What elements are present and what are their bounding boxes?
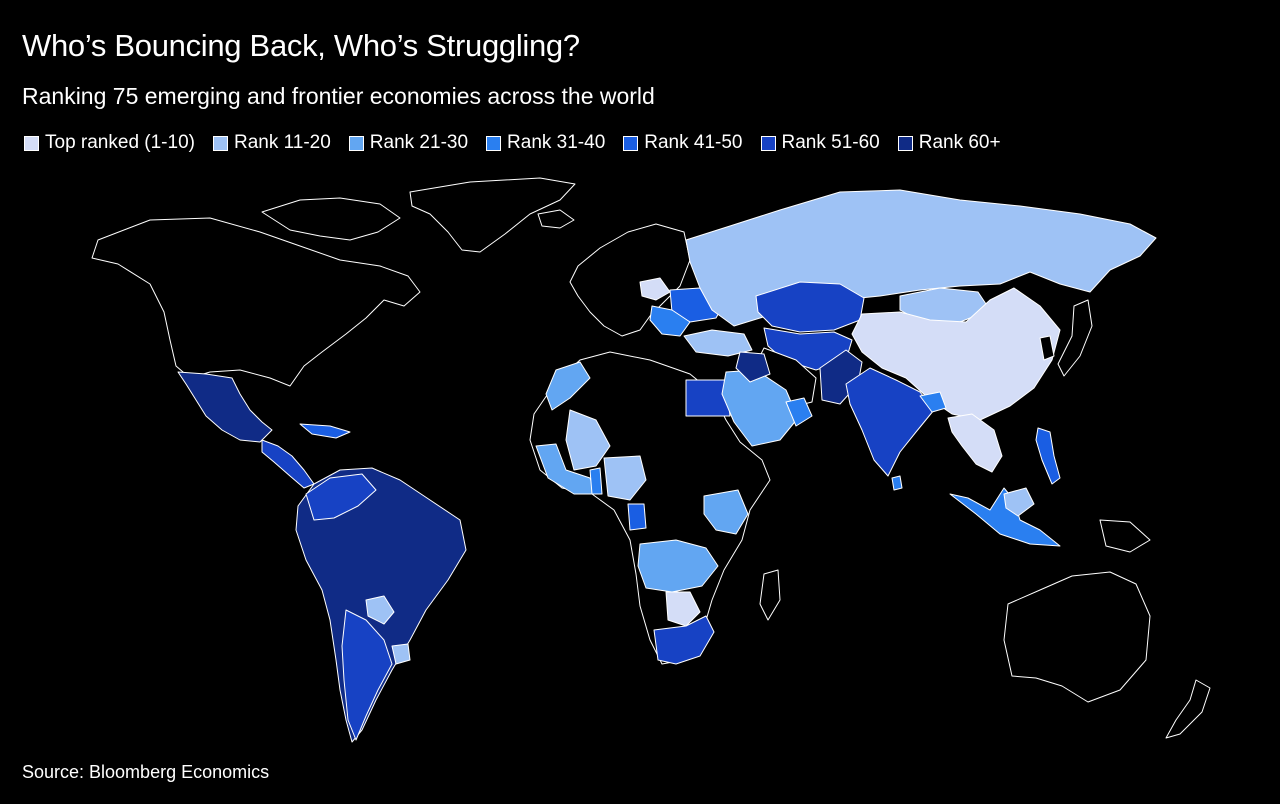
gulf-states-shape bbox=[785, 397, 813, 427]
source-note: Source: Bloomberg Economics bbox=[22, 762, 270, 782]
ghana-shape bbox=[589, 467, 603, 495]
philippines-shape bbox=[1035, 427, 1061, 485]
poland-shape bbox=[639, 277, 671, 301]
north-america-shape bbox=[91, 217, 421, 387]
kazakhstan-shape bbox=[755, 281, 865, 333]
legend-label: Rank 21-30 bbox=[369, 132, 469, 153]
png-shape bbox=[1099, 519, 1151, 553]
world-map bbox=[0, 168, 1280, 753]
caribbean-shape bbox=[299, 423, 351, 439]
mali-shape bbox=[565, 409, 611, 471]
greenland-shape bbox=[409, 177, 576, 253]
legend-swatch bbox=[760, 135, 776, 151]
indonesia-shape bbox=[949, 487, 1061, 547]
legend-item-rank-51-60: Rank 51-60 bbox=[760, 132, 880, 154]
iraq-shape bbox=[735, 351, 771, 383]
legend-item-top-ranked: Top ranked (1-10) bbox=[24, 132, 195, 154]
bangladesh-shape bbox=[919, 391, 947, 413]
india-shape bbox=[845, 367, 935, 477]
angola-zambia-shape bbox=[637, 539, 719, 593]
legend-swatch bbox=[212, 135, 228, 151]
mexico-shape bbox=[177, 371, 273, 443]
china-shape bbox=[851, 287, 1061, 421]
legend: Top ranked (1-10) Rank 11-20 Rank 21-30 … bbox=[24, 132, 1019, 154]
south-africa-shape bbox=[653, 615, 715, 665]
legend-label: Rank 11-20 bbox=[233, 132, 331, 153]
korea-shape bbox=[1039, 335, 1055, 361]
botswana-shape bbox=[665, 591, 701, 627]
iceland-shape bbox=[537, 209, 575, 229]
legend-swatch bbox=[897, 135, 913, 151]
legend-item-rank-41-50: Rank 41-50 bbox=[623, 132, 743, 154]
gabon-shape bbox=[627, 503, 647, 531]
legend-swatch bbox=[623, 135, 639, 151]
turkey-shape bbox=[683, 329, 753, 357]
legend-item-rank-31-40: Rank 31-40 bbox=[486, 132, 605, 154]
legend-item-rank-21-30: Rank 21-30 bbox=[348, 132, 469, 154]
legend-swatch bbox=[486, 135, 502, 151]
legend-label: Rank 31-40 bbox=[507, 132, 606, 153]
southeast-asia-shape bbox=[947, 413, 1003, 473]
central-america-shape bbox=[261, 439, 315, 489]
east-africa-shape bbox=[703, 489, 749, 535]
chart-subtitle: Ranking 75 emerging and frontier economi… bbox=[22, 83, 655, 109]
legend-label: Rank 41-50 bbox=[644, 132, 743, 153]
malaysia-shape bbox=[1003, 487, 1035, 517]
northern-south-america-shape bbox=[305, 473, 377, 521]
legend-item-rank-11-20: Rank 11-20 bbox=[212, 132, 331, 154]
legend-swatch bbox=[24, 135, 39, 151]
australia-shape bbox=[1003, 571, 1151, 703]
sri-lanka-shape bbox=[891, 475, 903, 491]
legend-label: Top ranked (1-10) bbox=[45, 132, 195, 153]
saudi-arabia-shape bbox=[721, 369, 799, 447]
legend-item-rank-60-plus: Rank 60+ bbox=[897, 132, 1001, 154]
madagascar-shape bbox=[759, 569, 781, 621]
morocco-shape bbox=[545, 361, 591, 411]
argentina-shape bbox=[341, 609, 393, 741]
new-zealand-shape bbox=[1165, 679, 1211, 739]
legend-label: Rank 51-60 bbox=[781, 132, 880, 153]
balkans-shape bbox=[649, 305, 691, 337]
egypt-shape bbox=[685, 379, 731, 417]
nigeria-shape bbox=[603, 455, 647, 501]
japan-shape bbox=[1057, 299, 1093, 377]
arctic-islands-shape bbox=[261, 197, 401, 241]
paraguay-shape bbox=[365, 595, 395, 625]
legend-label: Rank 60+ bbox=[918, 132, 1001, 153]
legend-swatch bbox=[348, 135, 364, 151]
uruguay-shape bbox=[391, 643, 411, 665]
chart-title: Who’s Bouncing Back, Who’s Struggling? bbox=[22, 28, 580, 63]
